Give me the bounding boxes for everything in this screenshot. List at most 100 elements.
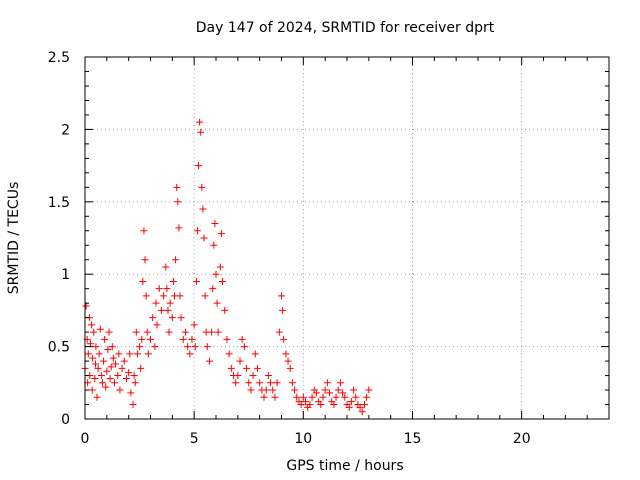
data-point [175,224,183,232]
data-point [212,270,220,278]
data-point [105,328,113,336]
data-point [132,328,140,336]
data-point [323,379,331,387]
data-point [173,183,181,191]
data-point [100,357,108,365]
data-point [247,386,255,394]
data-point [164,306,172,314]
data-point [234,372,242,380]
data-point [149,314,157,322]
data-point [288,379,296,387]
data-point [98,379,106,387]
data-point [273,379,281,387]
data-point [82,302,90,310]
x-tick-label: 20 [513,431,531,447]
data-point [93,393,101,401]
data-point [130,372,138,380]
x-tick-labels: 0 5 10 15 20 [81,431,531,447]
data-point [227,364,235,372]
data-point [308,393,316,401]
data-point [264,372,272,380]
x-tick-label: 15 [404,431,422,447]
data-point [160,292,168,300]
data-point [181,328,189,336]
data-point [223,335,231,343]
data-point [101,335,109,343]
grid-lines [85,57,609,419]
data-point [317,401,325,409]
x-axis-label: GPS time / hours [286,458,403,474]
data-point [306,401,314,409]
data-point [95,350,103,358]
data-point [201,292,209,300]
data-point [336,379,344,387]
data-point [356,403,364,411]
x-tick-label: 5 [190,431,199,447]
data-point [91,360,99,368]
data-point [232,379,240,387]
data-point [332,393,340,401]
data-point [92,343,100,351]
data-point [94,364,102,372]
data-point [174,198,182,206]
data-point [256,379,264,387]
data-point [196,118,204,126]
y-tick-label: 0.5 [48,340,70,356]
data-point [188,335,196,343]
data-point [143,328,151,336]
data-point [126,350,134,358]
data-point [365,386,373,394]
x-tick-label: 10 [294,431,312,447]
data-point [96,325,104,333]
y-tick-label: 0 [61,412,70,428]
data-point [197,128,205,136]
data-point [253,364,261,372]
data-point [147,335,154,343]
data-point [137,364,145,372]
data-point [151,343,159,351]
data-point [162,263,170,271]
data-point [90,328,98,336]
data-point [140,227,148,235]
data-point [177,314,185,322]
data-point [176,292,184,300]
data-point [312,389,320,397]
data-point [209,285,217,293]
data-point [107,363,115,371]
data-point [326,389,334,397]
x-tick-label: 0 [81,431,90,447]
data-point [210,241,218,249]
data-point [330,401,338,409]
chart-title: Day 147 of 2024, SRMTID for receiver dpr… [196,20,495,36]
data-point [280,335,288,343]
data-point [86,340,94,348]
y-tick-label: 1 [61,267,70,283]
data-point [168,314,176,322]
data-point [116,386,124,394]
data-point [299,393,307,401]
data-point [200,234,208,242]
axis-tick-marks [84,56,609,420]
data-point [267,379,275,387]
data-point [243,364,251,372]
data-point [279,306,287,314]
data-point [144,350,152,358]
data-point [352,393,360,401]
data-point [199,205,207,213]
data-point [260,393,268,401]
data-point [291,386,299,394]
data-point [190,321,198,329]
data-point [293,393,301,401]
data-point [184,343,192,351]
data-point [169,277,177,285]
data-point [286,364,294,372]
y-axis-label: SRMTID / TECUs [6,182,22,295]
data-point [211,220,219,228]
data-point [89,354,97,362]
data-point [269,386,277,394]
data-point [334,386,342,394]
data-point [104,345,112,353]
data-point [275,328,283,336]
data-point [216,263,224,271]
